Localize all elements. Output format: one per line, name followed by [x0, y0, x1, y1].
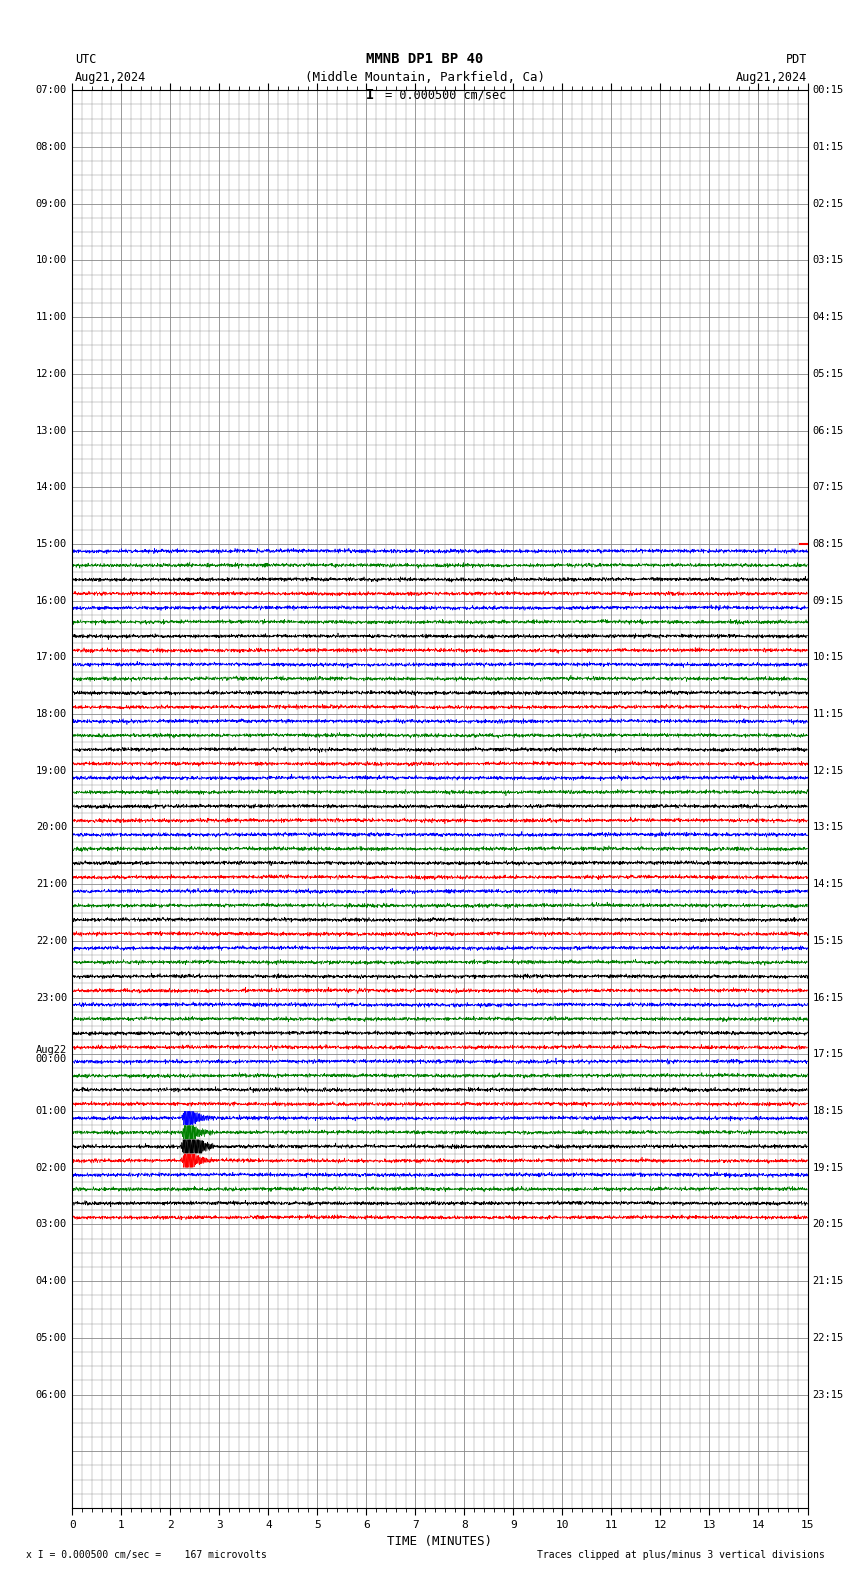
Text: Aug21,2024: Aug21,2024	[75, 71, 146, 84]
Text: 02:00: 02:00	[36, 1163, 67, 1172]
Text: PDT: PDT	[786, 52, 807, 67]
Text: = 0.000500 cm/sec: = 0.000500 cm/sec	[378, 89, 507, 101]
Text: 13:00: 13:00	[36, 426, 67, 436]
Text: 02:15: 02:15	[813, 198, 844, 209]
Text: Traces clipped at plus/minus 3 vertical divisions: Traces clipped at plus/minus 3 vertical …	[536, 1551, 824, 1560]
Text: 20:00: 20:00	[36, 822, 67, 833]
Text: 03:15: 03:15	[813, 255, 844, 266]
Text: 21:00: 21:00	[36, 879, 67, 889]
Text: 17:15: 17:15	[813, 1049, 844, 1060]
Text: 14:15: 14:15	[813, 879, 844, 889]
Text: 01:00: 01:00	[36, 1106, 67, 1117]
Text: 18:15: 18:15	[813, 1106, 844, 1117]
Text: 15:00: 15:00	[36, 539, 67, 550]
Text: 01:15: 01:15	[813, 143, 844, 152]
Text: 04:15: 04:15	[813, 312, 844, 322]
Text: 10:00: 10:00	[36, 255, 67, 266]
Text: 17:00: 17:00	[36, 653, 67, 662]
Text: 00:00: 00:00	[36, 1053, 67, 1063]
Text: 23:00: 23:00	[36, 993, 67, 1003]
X-axis label: TIME (MINUTES): TIME (MINUTES)	[388, 1535, 492, 1548]
Text: 16:00: 16:00	[36, 596, 67, 605]
Text: 05:00: 05:00	[36, 1332, 67, 1343]
Text: 18:00: 18:00	[36, 710, 67, 719]
Text: x I = 0.000500 cm/sec =    167 microvolts: x I = 0.000500 cm/sec = 167 microvolts	[26, 1551, 266, 1560]
Text: MMNB DP1 BP 40: MMNB DP1 BP 40	[366, 52, 484, 67]
Text: 03:00: 03:00	[36, 1220, 67, 1229]
Text: 20:15: 20:15	[813, 1220, 844, 1229]
Text: 09:15: 09:15	[813, 596, 844, 605]
Text: 22:00: 22:00	[36, 936, 67, 946]
Text: 19:00: 19:00	[36, 765, 67, 776]
Text: 15:15: 15:15	[813, 936, 844, 946]
Text: 21:15: 21:15	[813, 1277, 844, 1286]
Text: 12:00: 12:00	[36, 369, 67, 379]
Text: 23:15: 23:15	[813, 1389, 844, 1400]
Text: 14:00: 14:00	[36, 482, 67, 493]
Text: 19:15: 19:15	[813, 1163, 844, 1172]
Text: 11:00: 11:00	[36, 312, 67, 322]
Text: 22:15: 22:15	[813, 1332, 844, 1343]
Text: 10:15: 10:15	[813, 653, 844, 662]
Text: 11:15: 11:15	[813, 710, 844, 719]
Text: UTC: UTC	[75, 52, 96, 67]
Text: 07:15: 07:15	[813, 482, 844, 493]
Text: 06:00: 06:00	[36, 1389, 67, 1400]
Text: 13:15: 13:15	[813, 822, 844, 833]
Text: 09:00: 09:00	[36, 198, 67, 209]
Text: Aug21,2024: Aug21,2024	[736, 71, 808, 84]
Text: Aug22: Aug22	[36, 1045, 67, 1055]
Text: 04:00: 04:00	[36, 1277, 67, 1286]
Text: 08:00: 08:00	[36, 143, 67, 152]
Text: 08:15: 08:15	[813, 539, 844, 550]
Text: 00:15: 00:15	[813, 86, 844, 95]
Text: 06:15: 06:15	[813, 426, 844, 436]
Text: I: I	[366, 89, 374, 101]
Text: 07:00: 07:00	[36, 86, 67, 95]
Text: 16:15: 16:15	[813, 993, 844, 1003]
Text: 05:15: 05:15	[813, 369, 844, 379]
Text: (Middle Mountain, Parkfield, Ca): (Middle Mountain, Parkfield, Ca)	[305, 71, 545, 84]
Text: 12:15: 12:15	[813, 765, 844, 776]
